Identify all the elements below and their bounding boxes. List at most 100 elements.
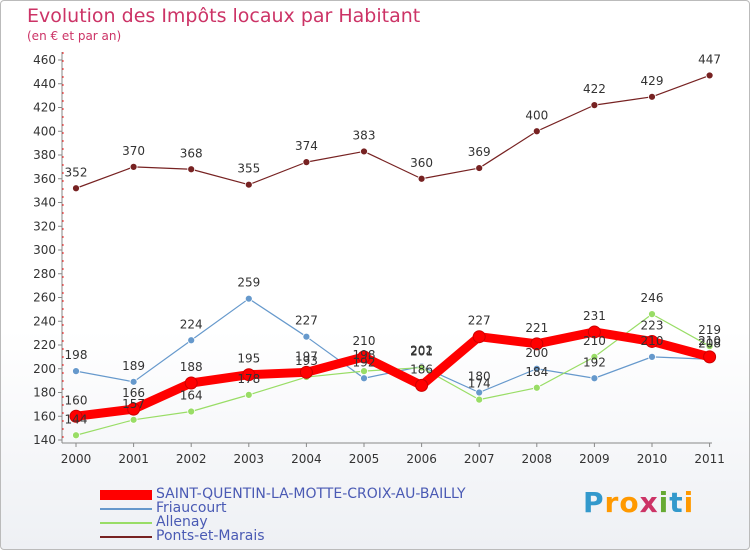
data-point [357,350,371,364]
data-label: 370 [122,144,145,158]
y-tick-label: 380 [33,148,56,162]
x-tick-label: 2003 [234,452,265,466]
data-point [242,368,256,382]
y-tick-label: 320 [33,219,56,233]
x-tick-label: 2009 [579,452,610,466]
series-line-3 [75,74,711,189]
data-point [69,409,83,423]
data-point [703,350,717,364]
data-label: 197 [295,349,318,363]
data-point [187,336,196,345]
data-point [705,71,714,80]
data-point [532,364,541,373]
data-label: 192 [583,355,606,369]
y-tick-label: 220 [33,338,56,352]
data-point [127,402,141,416]
data-point [417,174,426,183]
x-tick-label: 2010 [637,452,668,466]
x-tick-label: 2004 [291,452,322,466]
logo-letter: i [658,486,670,519]
data-point [187,165,196,174]
data-point [187,407,196,416]
data-label: 227 [468,314,491,328]
series-line-0 [71,327,715,421]
x-tick-label: 2007 [464,452,495,466]
data-label: 224 [180,317,203,331]
data-point [532,127,541,136]
x-tick-label: 2002 [176,452,207,466]
y-tick-label: 400 [33,124,56,138]
logo-letter: P [583,486,605,519]
legend-swatch [100,508,152,510]
data-point [530,337,544,351]
data-label: 210 [583,334,606,348]
data-point [244,294,253,303]
y-tick-label: 460 [33,53,56,67]
y-tick-label: 240 [33,314,56,328]
data-label: 208 [698,336,721,350]
data-label: 164 [180,389,203,403]
y-tick-label: 160 [33,409,56,423]
legend-label: Allenay [156,514,208,530]
data-label: 383 [353,128,376,142]
data-point [129,162,138,171]
data-label: 246 [641,291,664,305]
x-tick-label: 2001 [118,452,149,466]
data-label: 210 [698,334,721,348]
logo-letter: r [604,486,620,519]
data-label: 369 [468,145,491,159]
data-label: 219 [698,323,721,337]
y-tick-label: 420 [33,101,56,115]
data-point [72,431,80,440]
data-label: 447 [698,52,721,66]
data-label: 231 [583,309,606,323]
data-label: 192 [353,355,376,369]
data-label: 178 [237,372,260,386]
proxiti-logo: Proxiti [583,486,694,519]
logo-letter: i [683,486,695,519]
data-point [475,164,484,172]
series-line-1 [75,298,711,394]
data-label: 210 [641,334,664,348]
data-label: 400 [525,108,548,122]
data-label: 160 [65,393,88,407]
data-point [587,325,601,339]
data-label: 144 [65,412,88,426]
y-tick-label: 340 [33,196,56,210]
data-label: 259 [237,276,260,290]
data-point [532,383,541,392]
data-label: 210 [353,334,376,348]
data-label: 174 [468,377,491,391]
y-tick-label: 180 [33,386,56,400]
data-label: 201 [410,345,433,359]
data-point [244,390,253,399]
data-label: 374 [295,139,318,153]
data-label: 355 [237,162,260,176]
data-label: 186 [410,362,433,376]
data-point [302,332,311,341]
x-tick-label: 2006 [406,452,437,466]
data-label: 195 [237,352,260,366]
data-label: 188 [180,360,203,374]
data-point [244,180,253,189]
data-point [360,374,368,383]
x-tick-label: 2011 [694,452,725,466]
legend-label: Friaucourt [156,500,227,516]
data-label: 360 [410,156,433,170]
y-tick-label: 360 [33,172,56,186]
data-point [72,184,80,193]
chart-subtitle: (en € et par an) [27,29,122,43]
logo-letter: t [669,486,684,519]
data-point [648,310,656,319]
y-tick-label: 300 [33,243,56,257]
data-label: 223 [641,318,664,332]
data-label: 157 [122,397,145,411]
data-point [360,147,368,156]
data-label: 368 [180,146,203,160]
data-label: 227 [295,314,318,328]
data-label: 200 [525,346,548,360]
data-label: 202 [410,343,433,357]
x-tick-label: 2000 [61,452,92,466]
